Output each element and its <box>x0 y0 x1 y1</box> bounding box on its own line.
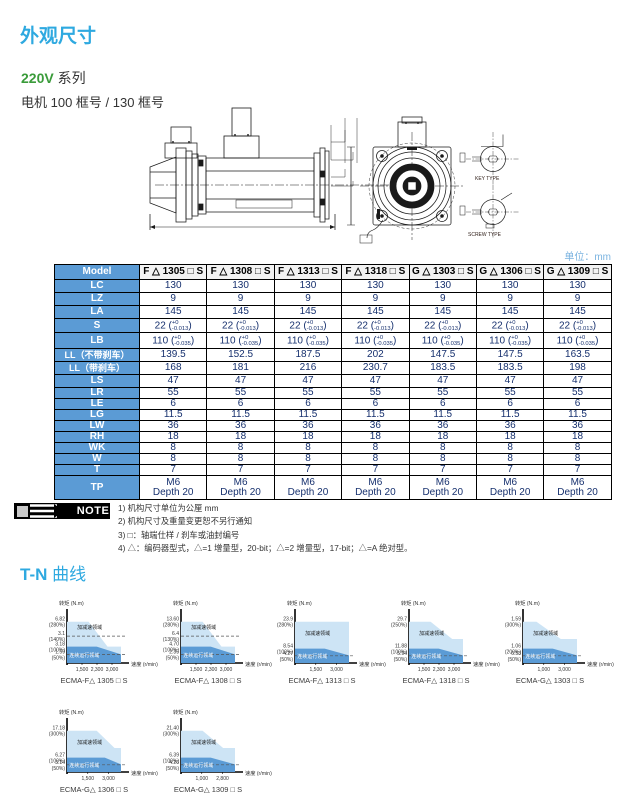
svg-text:3,000: 3,000 <box>448 667 461 673</box>
svg-text:转矩 (N.m): 转矩 (N.m) <box>401 599 426 607</box>
svg-text:2,300: 2,300 <box>91 667 104 673</box>
svg-text:转矩 (N.m): 转矩 (N.m) <box>287 599 312 607</box>
svg-text:(50%): (50%) <box>508 657 522 663</box>
svg-text:(50%): (50%) <box>52 655 66 661</box>
svg-text:(280%): (280%) <box>49 623 65 629</box>
svg-text:转矩 (N.m): 转矩 (N.m) <box>515 599 540 607</box>
svg-text:ECMA-F△ 1305 □ S: ECMA-F△ 1305 □ S <box>61 676 128 685</box>
svg-text:加减速领域: 加减速领域 <box>533 630 558 637</box>
svg-text:1,500: 1,500 <box>82 776 95 782</box>
svg-text:1,000: 1,000 <box>538 667 551 673</box>
svg-text:转矩 (N.m): 转矩 (N.m) <box>173 708 198 716</box>
svg-text:ECMA-F△ 1308 □ S: ECMA-F△ 1308 □ S <box>175 676 242 685</box>
svg-text:(300%): (300%) <box>49 732 65 738</box>
svg-text:速度 (r/min): 速度 (r/min) <box>359 660 386 668</box>
svg-text:(280%): (280%) <box>163 623 179 629</box>
svg-text:连续运行领域: 连续运行领域 <box>69 762 99 769</box>
svg-text:3,000: 3,000 <box>106 667 119 673</box>
svg-text:加减速领域: 加减速领域 <box>419 630 444 637</box>
svg-text:2,800: 2,800 <box>216 776 229 782</box>
svg-text:转矩 (N.m): 转矩 (N.m) <box>59 708 84 716</box>
svg-text:连续运行领域: 连续运行领域 <box>69 652 99 659</box>
svg-text:2,300: 2,300 <box>433 667 446 673</box>
svg-text:2,300: 2,300 <box>205 667 218 673</box>
svg-text:连续运行领域: 连续运行领域 <box>183 762 213 769</box>
svg-text:加减速领域: 加减速领域 <box>77 739 102 746</box>
svg-text:1,500: 1,500 <box>310 667 323 673</box>
svg-text:速度 (r/min): 速度 (r/min) <box>131 769 158 777</box>
svg-text:连续运行领域: 连续运行领域 <box>183 652 213 659</box>
svg-text:连续运行领域: 连续运行领域 <box>297 653 327 660</box>
svg-text:(300%): (300%) <box>505 623 521 629</box>
svg-text:连续运行领域: 连续运行领域 <box>525 653 555 660</box>
svg-text:速度 (r/min): 速度 (r/min) <box>587 660 614 668</box>
svg-text:连续运行领域: 连续运行领域 <box>411 653 441 660</box>
svg-text:ECMA-G△ 1309 □ S: ECMA-G△ 1309 □ S <box>174 785 242 794</box>
svg-text:加减速领域: 加减速领域 <box>77 624 102 631</box>
svg-text:ECMA-F△ 1313 □ S: ECMA-F△ 1313 □ S <box>289 676 356 685</box>
svg-text:(250%): (250%) <box>391 623 407 629</box>
svg-text:ECMA-G△ 1303 □ S: ECMA-G△ 1303 □ S <box>516 676 584 685</box>
svg-text:(50%): (50%) <box>394 657 408 663</box>
svg-text:速度 (r/min): 速度 (r/min) <box>473 660 500 668</box>
svg-text:速度 (r/min): 速度 (r/min) <box>245 769 272 777</box>
svg-text:(280%): (280%) <box>277 623 293 629</box>
svg-text:1,000: 1,000 <box>196 776 209 782</box>
svg-text:1,500: 1,500 <box>418 667 431 673</box>
svg-text:1,500: 1,500 <box>190 667 203 673</box>
svg-text:加减速领域: 加减速领域 <box>305 630 330 637</box>
svg-text:1,500: 1,500 <box>76 667 89 673</box>
svg-text:ECMA-F△ 1318 □ S: ECMA-F△ 1318 □ S <box>403 676 470 685</box>
svg-text:加减速领域: 加减速领域 <box>191 739 216 746</box>
svg-text:速度 (r/min): 速度 (r/min) <box>245 660 272 668</box>
svg-text:3,000: 3,000 <box>558 667 571 673</box>
svg-text:3,000: 3,000 <box>220 667 233 673</box>
svg-text:转矩 (N.m): 转矩 (N.m) <box>59 599 84 607</box>
svg-text:(300%): (300%) <box>163 732 179 738</box>
svg-text:速度 (r/min): 速度 (r/min) <box>131 660 158 668</box>
svg-text:ECMA-G△ 1306 □ S: ECMA-G△ 1306 □ S <box>60 785 128 794</box>
svg-text:3,000: 3,000 <box>330 667 343 673</box>
svg-text:(50%): (50%) <box>52 766 66 772</box>
svg-text:(50%): (50%) <box>166 655 180 661</box>
svg-text:转矩 (N.m): 转矩 (N.m) <box>173 599 198 607</box>
svg-text:(50%): (50%) <box>280 657 294 663</box>
svg-text:加减速领域: 加减速领域 <box>191 624 216 631</box>
svg-text:3,000: 3,000 <box>102 776 115 782</box>
svg-text:(50%): (50%) <box>166 766 180 772</box>
